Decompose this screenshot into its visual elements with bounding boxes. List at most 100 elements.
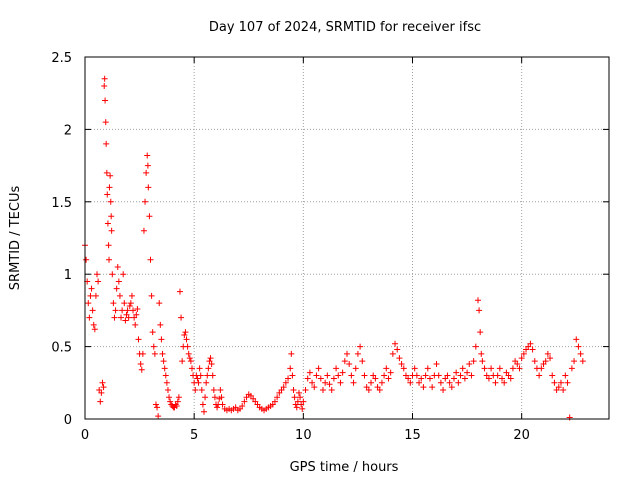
data-point bbox=[241, 398, 248, 405]
data-point bbox=[128, 292, 135, 299]
data-point bbox=[271, 398, 278, 405]
data-point bbox=[560, 387, 567, 394]
data-point bbox=[207, 355, 214, 362]
data-point bbox=[372, 375, 379, 382]
data-point bbox=[143, 169, 150, 176]
data-point bbox=[289, 372, 296, 379]
data-point bbox=[464, 369, 471, 376]
data-point bbox=[138, 366, 145, 373]
data-point bbox=[104, 220, 111, 227]
data-point bbox=[311, 384, 318, 391]
data-point bbox=[280, 384, 287, 391]
y-tick-label: 1 bbox=[64, 268, 72, 283]
data-point bbox=[435, 372, 442, 379]
data-point bbox=[387, 369, 394, 376]
data-point bbox=[479, 358, 486, 365]
data-point bbox=[333, 365, 340, 372]
data-point bbox=[293, 404, 300, 411]
data-point bbox=[155, 413, 162, 420]
data-point bbox=[110, 300, 117, 307]
data-point bbox=[317, 375, 324, 382]
data-point bbox=[416, 379, 423, 386]
data-point bbox=[516, 365, 523, 372]
data-point bbox=[466, 360, 473, 367]
y-tick-label: 2 bbox=[64, 123, 72, 138]
data-point bbox=[341, 358, 348, 365]
data-point bbox=[354, 350, 361, 357]
data-point bbox=[88, 285, 95, 292]
data-point bbox=[214, 404, 221, 411]
data-point bbox=[85, 300, 92, 307]
data-point bbox=[324, 372, 331, 379]
data-point bbox=[335, 372, 342, 379]
data-point bbox=[116, 292, 123, 299]
data-point bbox=[564, 379, 571, 386]
data-point bbox=[183, 336, 190, 343]
data-point bbox=[204, 372, 211, 379]
data-point bbox=[186, 355, 193, 362]
data-point bbox=[134, 305, 141, 312]
data-point bbox=[94, 271, 101, 278]
x-tick-label: 5 bbox=[190, 428, 198, 443]
data-point bbox=[488, 365, 495, 372]
data-point bbox=[194, 375, 201, 382]
data-point bbox=[300, 398, 307, 405]
data-point bbox=[475, 297, 481, 304]
data-point bbox=[167, 398, 174, 405]
data-point bbox=[139, 350, 146, 357]
data-point bbox=[544, 350, 551, 357]
data-point bbox=[187, 358, 194, 365]
data-point bbox=[392, 340, 399, 347]
data-point bbox=[108, 213, 115, 220]
data-point bbox=[99, 379, 106, 386]
data-point bbox=[444, 372, 451, 379]
data-point bbox=[359, 358, 366, 365]
data-point bbox=[152, 401, 159, 408]
x-tick-label: 15 bbox=[404, 428, 421, 443]
data-point bbox=[161, 365, 168, 372]
data-point bbox=[135, 336, 142, 343]
data-point bbox=[120, 271, 127, 278]
data-point bbox=[514, 360, 521, 367]
y-tick-label: 1.5 bbox=[51, 196, 72, 211]
data-point bbox=[103, 140, 110, 147]
data-point bbox=[166, 394, 173, 401]
data-point bbox=[160, 358, 167, 365]
data-point bbox=[107, 172, 114, 179]
data-point bbox=[157, 321, 164, 328]
data-point bbox=[164, 387, 171, 394]
data-point bbox=[111, 314, 118, 321]
data-point bbox=[368, 379, 375, 386]
data-point bbox=[453, 369, 460, 376]
plot-frame bbox=[84, 56, 610, 420]
data-point bbox=[330, 375, 337, 382]
data-point bbox=[322, 379, 329, 386]
data-point bbox=[130, 307, 137, 314]
data-point bbox=[527, 340, 534, 347]
data-point bbox=[122, 317, 129, 324]
data-point bbox=[562, 372, 569, 379]
data-point bbox=[146, 213, 153, 220]
data-point bbox=[103, 169, 110, 176]
data-point bbox=[118, 314, 125, 321]
data-point bbox=[418, 375, 425, 382]
data-point bbox=[158, 336, 165, 343]
data-point bbox=[86, 314, 93, 321]
data-point bbox=[127, 300, 134, 307]
data-point bbox=[197, 372, 204, 379]
data-point bbox=[315, 365, 322, 372]
data-point bbox=[538, 365, 545, 372]
data-point bbox=[181, 332, 188, 339]
data-point bbox=[133, 311, 140, 318]
data-point bbox=[385, 375, 392, 382]
x-tick-label: 20 bbox=[513, 428, 530, 443]
data-point bbox=[302, 387, 309, 394]
data-point bbox=[492, 379, 499, 386]
data-point bbox=[91, 326, 98, 333]
chart-title: Day 107 of 2024, SRMTID for receiver ifs… bbox=[209, 20, 481, 35]
data-point bbox=[461, 375, 468, 382]
data-point bbox=[151, 350, 158, 357]
data-point bbox=[124, 307, 131, 314]
data-point bbox=[218, 394, 225, 401]
data-point bbox=[407, 379, 414, 386]
